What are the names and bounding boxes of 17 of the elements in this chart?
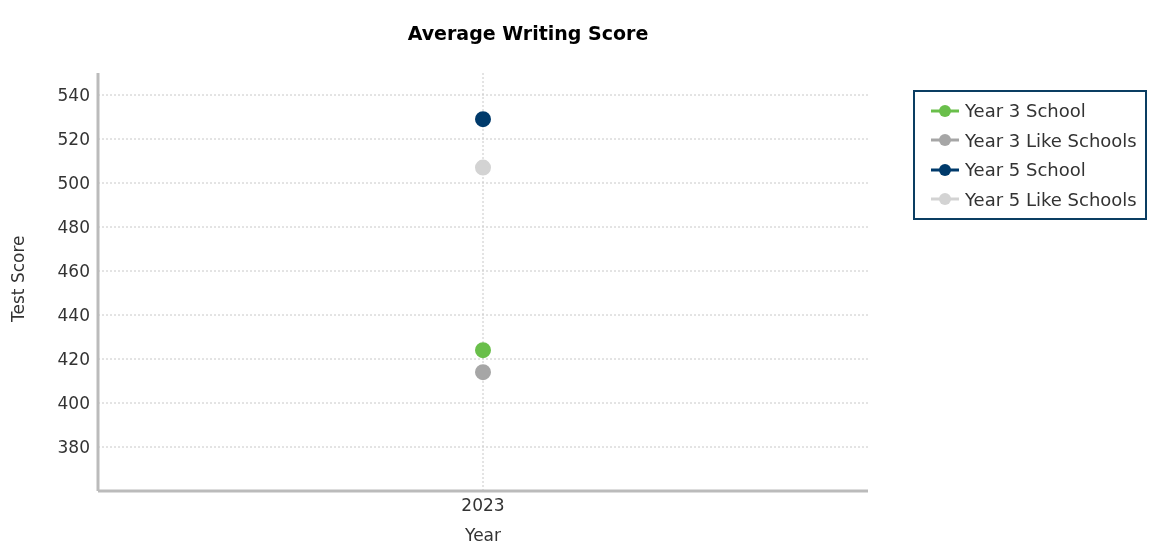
y-tick-label: 460 bbox=[57, 261, 90, 282]
x-axis-title: Year bbox=[464, 525, 501, 545]
legend-label: Year 3 School bbox=[965, 100, 1086, 122]
y-tick-label: 420 bbox=[57, 349, 90, 370]
chart-title: Average Writing Score bbox=[406, 22, 650, 44]
y-axis-title: Test Score bbox=[8, 235, 29, 323]
y-tick-label: 400 bbox=[57, 393, 90, 414]
y-tick-label: 440 bbox=[57, 305, 90, 326]
x-tick-label: 2023 bbox=[461, 495, 505, 516]
y-tick-label: 500 bbox=[57, 173, 90, 194]
y-tick-label: 520 bbox=[57, 129, 90, 150]
y-tick-label: 480 bbox=[57, 217, 90, 238]
y-tick-label: 380 bbox=[57, 437, 90, 458]
legend-label: Year 5 School bbox=[965, 159, 1086, 181]
y-tick-label: 540 bbox=[57, 85, 90, 106]
legend-label: Year 5 Like Schools bbox=[965, 188, 1137, 210]
legend-label: Year 3 Like Schools bbox=[965, 129, 1137, 151]
